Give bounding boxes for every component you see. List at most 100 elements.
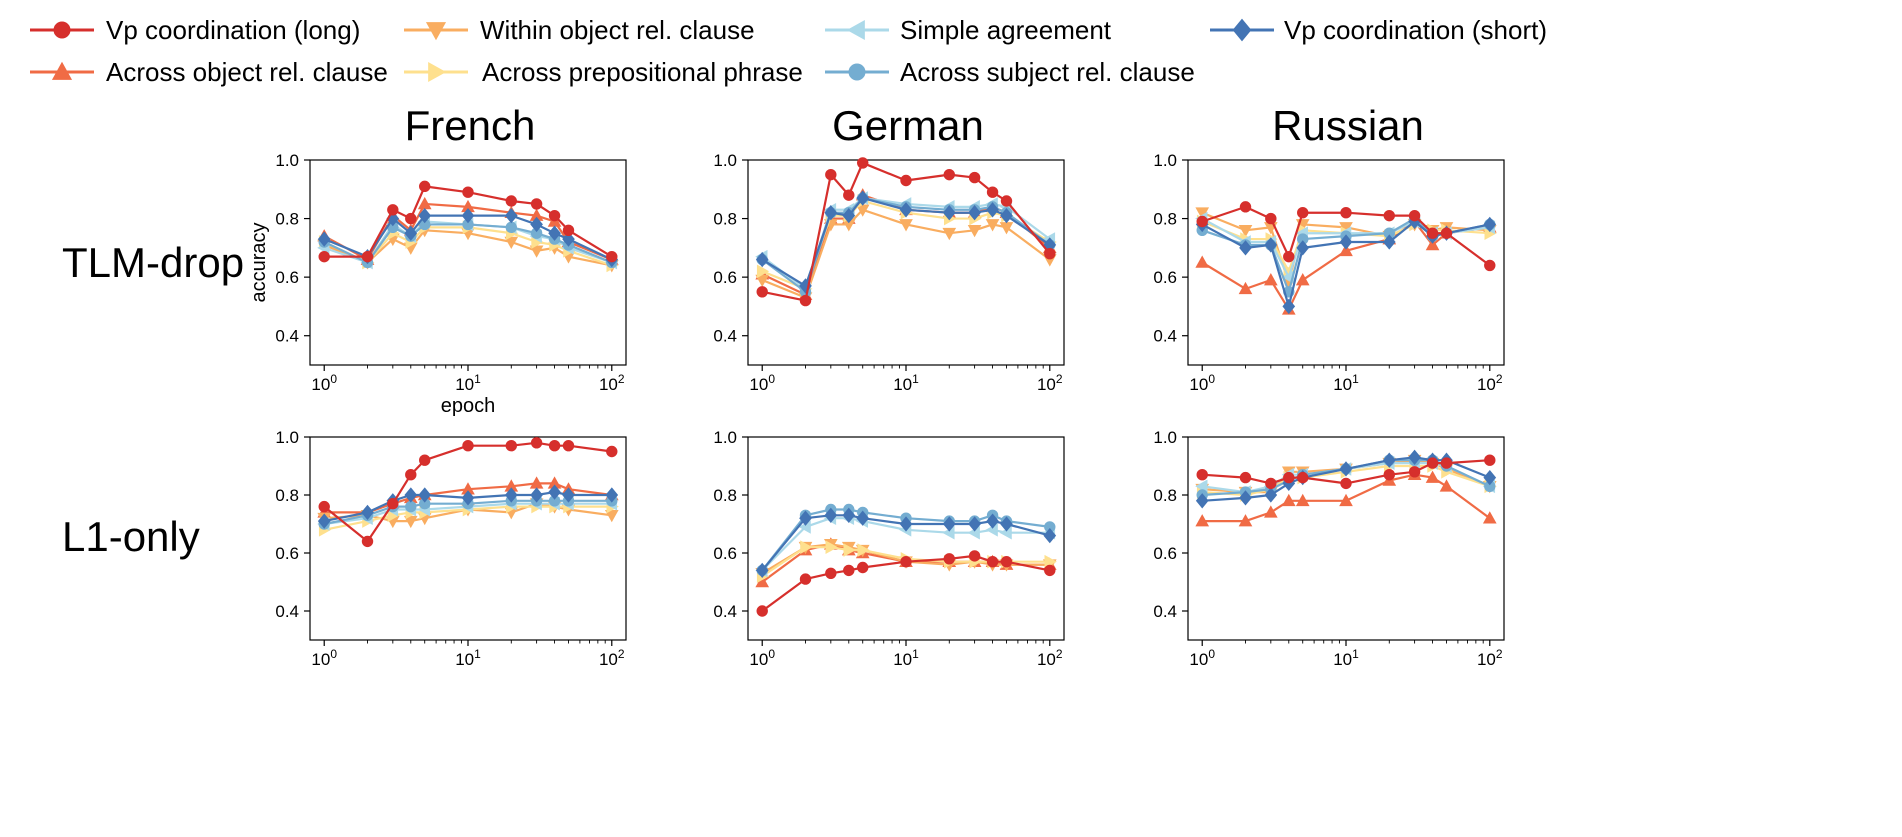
data-point bbox=[530, 437, 543, 449]
data-point bbox=[1195, 514, 1210, 527]
data-point bbox=[1239, 490, 1252, 506]
data-point bbox=[419, 180, 431, 193]
data-point bbox=[404, 225, 418, 241]
y-tick-label: 1.0 bbox=[275, 151, 299, 170]
data-point bbox=[756, 264, 770, 279]
column-titles: French German Russian bbox=[405, 102, 1424, 149]
legend-item-across-subject-rel-clause: Across subject rel. clause bbox=[825, 57, 1195, 87]
series-vp-coordination-long bbox=[756, 157, 1056, 307]
legend-marker bbox=[848, 63, 866, 81]
data-point bbox=[1000, 195, 1013, 207]
x-tick-label: 100 bbox=[311, 372, 337, 394]
legend-marker bbox=[425, 22, 447, 41]
data-point bbox=[799, 294, 812, 307]
y-tick-label: 0.8 bbox=[1153, 486, 1177, 505]
x-axis-label: epoch bbox=[441, 395, 496, 417]
x-tick-label: 100 bbox=[749, 647, 775, 669]
legend-label: Across object rel. clause bbox=[106, 57, 388, 87]
legend-item-vp-coordination-short: Vp coordination (short) bbox=[1210, 15, 1547, 45]
data-point bbox=[1484, 259, 1496, 272]
data-point bbox=[1263, 505, 1278, 518]
data-point bbox=[403, 515, 418, 529]
data-point bbox=[1440, 457, 1453, 469]
data-point bbox=[756, 605, 768, 617]
data-point bbox=[405, 469, 417, 481]
data-point bbox=[968, 550, 981, 562]
data-point bbox=[825, 168, 837, 181]
data-point bbox=[1264, 487, 1278, 503]
data-point bbox=[1264, 237, 1278, 253]
data-point bbox=[1239, 201, 1252, 213]
y-tick-label: 0.4 bbox=[275, 327, 299, 346]
x-tick-label: 101 bbox=[893, 372, 919, 394]
data-point bbox=[405, 212, 417, 225]
data-point bbox=[1426, 457, 1439, 469]
data-point bbox=[1425, 237, 1440, 251]
series-vp-coordination-short bbox=[755, 507, 1057, 579]
y-tick-label: 0.4 bbox=[713, 327, 737, 346]
data-point bbox=[1339, 461, 1353, 477]
series-vp-coordination-long bbox=[756, 550, 1056, 617]
data-point bbox=[1044, 248, 1056, 260]
data-point bbox=[1195, 479, 1208, 494]
data-point bbox=[755, 251, 769, 268]
legend-marker bbox=[53, 21, 71, 39]
data-point bbox=[1263, 273, 1278, 286]
data-point bbox=[361, 535, 374, 548]
legend-marker bbox=[846, 19, 865, 41]
data-point bbox=[1000, 516, 1013, 532]
x-tick-label: 100 bbox=[1189, 647, 1215, 669]
y-tick-label: 1.0 bbox=[713, 151, 737, 170]
y-tick-label: 0.4 bbox=[1153, 327, 1177, 346]
data-point bbox=[1238, 281, 1253, 295]
x-tick-label: 101 bbox=[455, 372, 481, 394]
y-tick-label: 0.8 bbox=[275, 210, 299, 229]
series-vp-coordination-short bbox=[317, 207, 619, 268]
y-tick-label: 0.6 bbox=[275, 544, 299, 563]
data-point bbox=[843, 564, 855, 577]
data-point bbox=[1265, 212, 1277, 225]
panel-french-l1-only: 0.4 0.6 0.8 1.0 100 101 102 bbox=[275, 428, 627, 669]
y-tick-label: 0.4 bbox=[713, 602, 737, 621]
data-point bbox=[843, 543, 856, 557]
data-point bbox=[825, 567, 837, 579]
data-point bbox=[419, 454, 431, 466]
data-point bbox=[1340, 207, 1352, 219]
data-point bbox=[755, 562, 769, 579]
data-point bbox=[986, 513, 999, 529]
data-point bbox=[825, 540, 838, 555]
x-tick-label: 102 bbox=[1037, 372, 1063, 394]
series-vp-coordination-long bbox=[1196, 201, 1496, 272]
row-title-tlm-drop: TLM-drop bbox=[62, 239, 244, 286]
data-point bbox=[548, 484, 561, 500]
data-point bbox=[1339, 493, 1353, 507]
legend-item-simple-agreement: Simple agreement bbox=[825, 15, 1112, 45]
data-point bbox=[462, 440, 474, 452]
data-point bbox=[562, 440, 575, 452]
data-point bbox=[968, 171, 981, 184]
data-point bbox=[857, 543, 870, 557]
data-point bbox=[842, 507, 856, 523]
data-point bbox=[1408, 209, 1421, 222]
panel-german-tlm-drop: 0.4 0.6 0.8 1.0 100 101 102 bbox=[713, 151, 1065, 394]
data-point bbox=[1044, 564, 1056, 577]
row-title-l1-only: L1-only bbox=[62, 513, 200, 560]
legend-label: Within object rel. clause bbox=[480, 15, 755, 45]
data-point bbox=[606, 445, 618, 458]
legend-marker bbox=[1232, 18, 1252, 42]
panel-russian-tlm-drop: 0.4 0.6 0.8 1.0 100 101 102 bbox=[1153, 151, 1505, 394]
y-tick-label: 0.8 bbox=[275, 486, 299, 505]
x-tick-label: 100 bbox=[1189, 372, 1215, 394]
data-point bbox=[943, 553, 955, 565]
x-tick-label: 102 bbox=[599, 647, 625, 669]
data-point bbox=[504, 487, 518, 503]
x-tick-label: 101 bbox=[1333, 372, 1359, 394]
y-tick-label: 1.0 bbox=[275, 428, 299, 447]
data-point bbox=[824, 507, 838, 523]
data-point bbox=[1195, 255, 1210, 268]
data-point bbox=[843, 189, 855, 201]
data-point bbox=[1297, 471, 1309, 484]
data-point bbox=[387, 204, 399, 216]
data-point bbox=[856, 510, 870, 526]
